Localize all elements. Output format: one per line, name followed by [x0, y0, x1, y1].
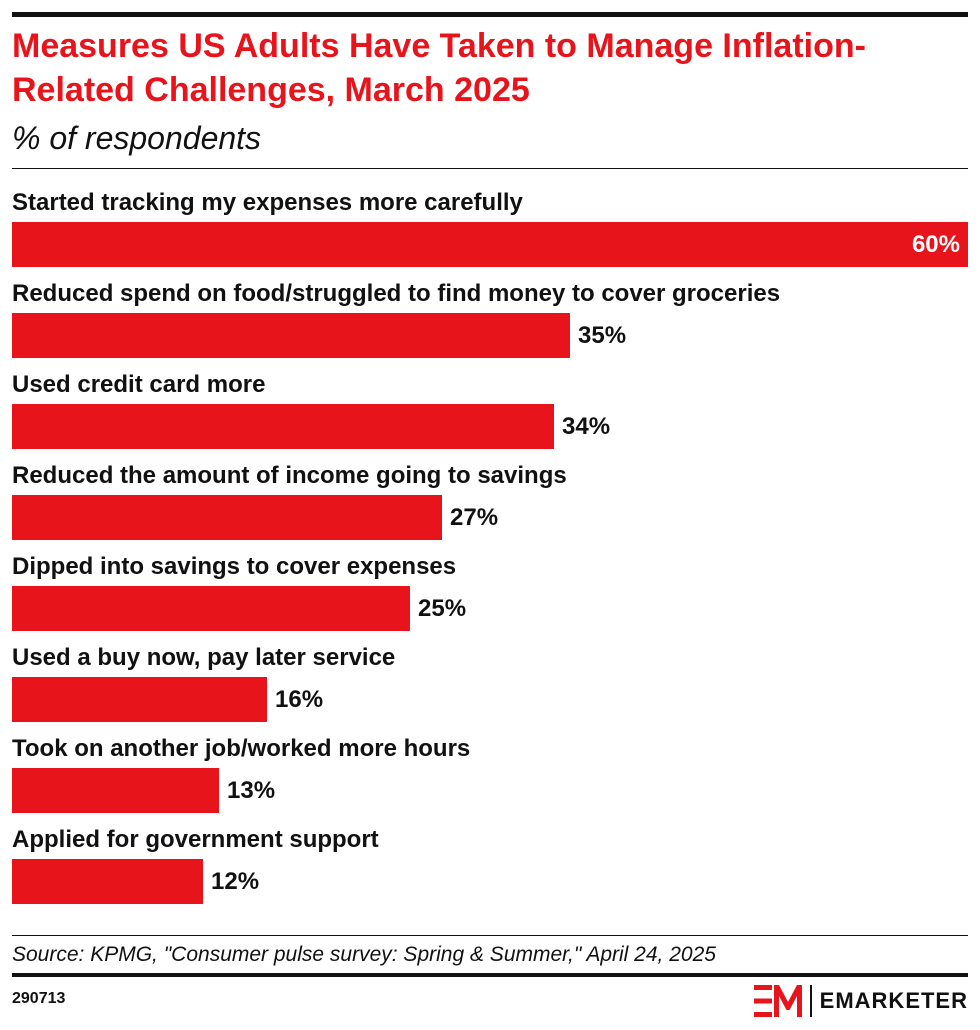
bar-row: Used credit card more 34%	[12, 362, 968, 452]
bar-row: Took on another job/worked more hours 13%	[12, 726, 968, 816]
brand-lockup: EMARKETER	[753, 984, 968, 1018]
value-label: 12%	[211, 868, 260, 895]
value-label: 35%	[578, 322, 627, 349]
category-label: Dipped into savings to cover expenses	[12, 553, 457, 580]
source-note: Source: KPMG, "Consumer pulse survey: Sp…	[12, 943, 716, 966]
category-label: Started tracking my expenses more carefu…	[12, 189, 523, 216]
bar-row: Reduced spend on food/struggled to find …	[12, 271, 968, 361]
value-label: 13%	[227, 777, 276, 804]
footer-divider	[12, 935, 968, 936]
header-divider	[12, 168, 968, 169]
bar	[12, 586, 410, 631]
category-label: Applied for government support	[12, 826, 379, 853]
brand-divider	[809, 985, 812, 1017]
bar	[12, 222, 968, 267]
category-label: Used a buy now, pay later service	[12, 644, 396, 671]
value-label: 27%	[450, 504, 499, 531]
value-label: 25%	[418, 595, 467, 622]
brand-name: EMARKETER	[819, 988, 968, 1013]
bar	[12, 859, 203, 904]
category-label: Used credit card more	[12, 371, 266, 398]
top-rule	[12, 12, 968, 17]
bar	[12, 495, 442, 540]
chart-title: Measures US Adults Have Taken to Manage …	[12, 27, 866, 109]
category-label: Reduced spend on food/struggled to find …	[12, 280, 781, 307]
em-logo-icon	[753, 985, 802, 1017]
category-label: Took on another job/worked more hours	[12, 735, 471, 762]
bar-row: Applied for government support 12%	[12, 817, 968, 907]
bar-row: Used a buy now, pay later service 16%	[12, 635, 968, 725]
bar	[12, 677, 267, 722]
value-label: 34%	[562, 413, 611, 440]
category-label: Reduced the amount of income going to sa…	[12, 462, 567, 489]
value-label: 16%	[275, 686, 324, 713]
bar	[12, 404, 554, 449]
chart-subtitle: % of respondents	[12, 120, 262, 156]
bar-row: Started tracking my expenses more carefu…	[12, 180, 968, 270]
bar-row: Reduced the amount of income going to sa…	[12, 453, 968, 543]
footer-rule	[12, 973, 968, 977]
bar	[12, 313, 570, 358]
value-label: 60%	[911, 231, 960, 258]
bar-chart: Started tracking my expenses more carefu…	[0, 180, 980, 920]
bar-row: Dipped into savings to cover expenses 25%	[12, 544, 968, 634]
chart-id: 290713	[12, 990, 66, 1007]
bar	[12, 768, 219, 813]
